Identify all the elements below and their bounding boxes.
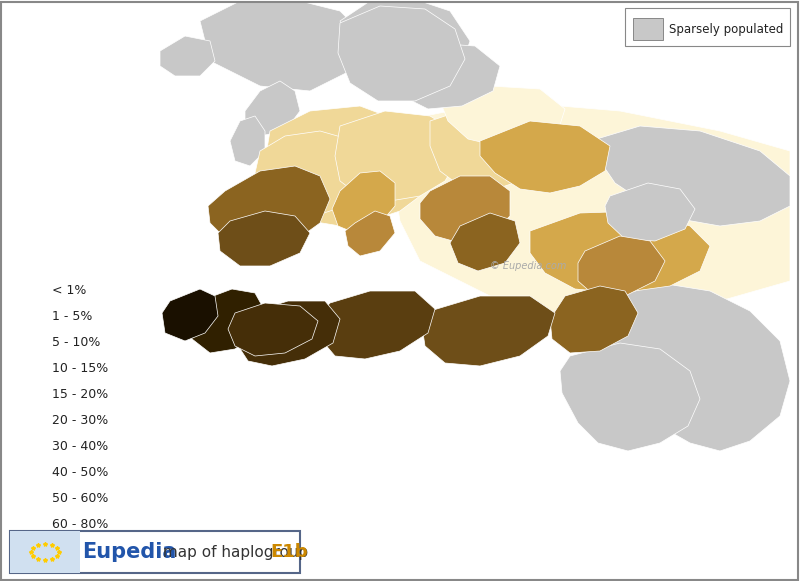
Bar: [14, 305, 46, 327]
Text: 40 - 50%: 40 - 50%: [52, 465, 108, 479]
Polygon shape: [450, 213, 520, 271]
Text: © Eupedia.com: © Eupedia.com: [490, 261, 566, 271]
Polygon shape: [430, 106, 545, 191]
Polygon shape: [162, 289, 218, 341]
Polygon shape: [335, 111, 460, 201]
Bar: [14, 279, 46, 301]
Polygon shape: [332, 171, 395, 233]
Bar: [14, 539, 46, 561]
Text: 50 - 60%: 50 - 60%: [52, 492, 108, 504]
Polygon shape: [390, 101, 790, 331]
Bar: [14, 409, 46, 431]
Bar: [633, 18, 663, 40]
Polygon shape: [230, 116, 265, 166]
Bar: [14, 357, 46, 379]
Polygon shape: [228, 303, 318, 356]
Polygon shape: [200, 1, 370, 91]
Bar: [10, 531, 300, 573]
Polygon shape: [420, 176, 510, 243]
Text: E1b: E1b: [270, 543, 308, 561]
Polygon shape: [560, 343, 700, 451]
Text: 1 - 5%: 1 - 5%: [52, 310, 92, 322]
Bar: [14, 435, 46, 457]
Text: 5 - 10%: 5 - 10%: [52, 335, 100, 349]
Polygon shape: [390, 43, 500, 109]
Bar: [155, 41, 795, 551]
Polygon shape: [208, 166, 330, 249]
Bar: [14, 331, 46, 353]
Polygon shape: [255, 131, 370, 216]
Bar: [14, 461, 46, 483]
Polygon shape: [605, 183, 695, 241]
Polygon shape: [578, 236, 665, 296]
Text: Eupedia: Eupedia: [82, 542, 176, 562]
Polygon shape: [550, 286, 638, 353]
Polygon shape: [235, 301, 340, 366]
Polygon shape: [160, 36, 215, 76]
Text: Sparsely populated: Sparsely populated: [669, 23, 783, 35]
Text: < 1%: < 1%: [52, 284, 86, 296]
Polygon shape: [440, 86, 565, 146]
Polygon shape: [218, 211, 310, 266]
Polygon shape: [190, 289, 265, 353]
Polygon shape: [422, 296, 555, 366]
Polygon shape: [590, 126, 790, 226]
Text: 10 - 15%: 10 - 15%: [52, 361, 108, 375]
Polygon shape: [318, 291, 435, 359]
Text: map of haplogroup: map of haplogroup: [158, 544, 313, 560]
Polygon shape: [340, 1, 470, 91]
Polygon shape: [345, 211, 395, 256]
Bar: [14, 487, 46, 509]
Bar: [14, 513, 46, 535]
Polygon shape: [338, 6, 465, 101]
Text: 15 - 20%: 15 - 20%: [52, 388, 108, 400]
Bar: [625, 8, 790, 46]
Polygon shape: [605, 283, 790, 451]
Text: 20 - 30%: 20 - 30%: [52, 414, 108, 426]
Text: 60 - 80%: 60 - 80%: [52, 518, 108, 530]
Bar: [14, 383, 46, 405]
Polygon shape: [480, 121, 610, 193]
Bar: [10, 531, 80, 573]
Polygon shape: [530, 211, 710, 293]
Text: > 80%: > 80%: [52, 543, 94, 557]
Text: 30 - 40%: 30 - 40%: [52, 439, 108, 453]
Polygon shape: [265, 106, 430, 226]
Polygon shape: [245, 81, 300, 136]
